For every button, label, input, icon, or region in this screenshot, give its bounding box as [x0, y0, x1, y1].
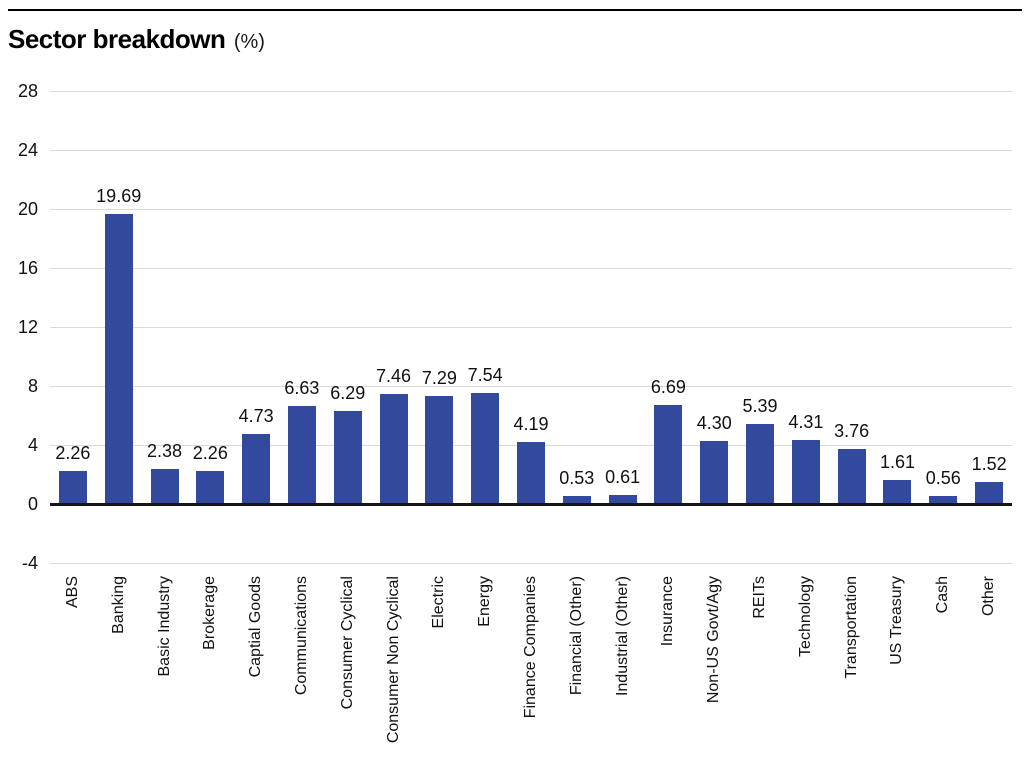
x-axis-category-label: Consumer Cyclical [338, 576, 356, 710]
bar [517, 442, 545, 504]
bar-value-label: 7.54 [467, 364, 503, 385]
gridline [50, 209, 1012, 210]
y-axis-tick-label: 28 [17, 81, 38, 101]
x-axis-category-label: REITs [751, 576, 769, 619]
bar-value-label: 2.26 [55, 442, 91, 463]
x-axis-category-label: Industrial (Other) [613, 576, 631, 697]
bar-value-label: 7.46 [376, 365, 412, 386]
bar [837, 448, 866, 504]
y-axis-tick-label: 12 [17, 317, 38, 337]
bar-value-label: 19.69 [96, 185, 142, 206]
y-axis-tick-label: 20 [17, 199, 38, 219]
chart-title-text: Sector breakdown [8, 24, 226, 54]
y-axis-tick-label: 8 [27, 376, 38, 396]
y-axis-tick-label: 4 [27, 435, 38, 455]
bar [242, 434, 271, 504]
bar [746, 424, 775, 504]
bar [196, 470, 225, 504]
gridline [50, 150, 1012, 151]
bar-value-label: 3.76 [834, 420, 870, 441]
bar-value-label: 2.26 [192, 442, 228, 463]
gridline [50, 91, 1012, 92]
bar-value-label: 4.19 [513, 414, 549, 435]
y-axis-tick-label: 24 [17, 140, 38, 160]
bar [333, 411, 362, 504]
bar-value-label: 0.53 [559, 468, 595, 489]
x-axis-category-label: US Treasury [888, 576, 906, 665]
bar-value-label: 7.29 [421, 368, 457, 389]
bar [150, 468, 179, 504]
bar-value-label: 0.61 [605, 467, 641, 487]
y-axis-tick-label: -4 [21, 553, 38, 573]
x-axis-category-label: ABS [63, 576, 81, 609]
x-axis-category-label: Captial Goods [247, 576, 265, 678]
x-axis-category-label: Financial (Other) [567, 576, 585, 696]
x-axis-category-label: Energy [476, 576, 494, 627]
bar [791, 440, 820, 504]
bar [654, 405, 683, 504]
bar-value-label: 4.30 [696, 412, 732, 433]
chart-title: Sector breakdown (%) [8, 24, 265, 55]
zero-axis-line [50, 503, 1012, 506]
x-axis-category-label: Transportation [842, 576, 860, 679]
bar [883, 480, 912, 504]
gridline [50, 268, 1012, 269]
bar [287, 406, 316, 504]
bar-value-label: 1.52 [971, 453, 1007, 474]
bar [562, 496, 591, 504]
bar-value-label: 1.61 [879, 452, 915, 473]
x-axis-category-label: Banking [109, 576, 127, 634]
bar [700, 440, 729, 504]
bar [975, 481, 1004, 504]
bar-value-label: 6.69 [650, 377, 686, 398]
x-axis-category-label: Finance Companies [522, 576, 539, 719]
x-axis-category-label: Brokerage [201, 576, 219, 650]
gridline [50, 563, 1012, 564]
top-divider-rule [8, 9, 1022, 11]
bar [379, 393, 408, 504]
bar [58, 470, 87, 504]
x-axis-category-label: Electric [430, 576, 448, 629]
bar-value-label: 4.31 [788, 412, 824, 433]
bar-value-label: 2.38 [146, 440, 183, 461]
y-axis-tick-label: 16 [17, 258, 38, 278]
bar-value-label: 0.56 [925, 467, 961, 488]
gridline [50, 386, 1012, 387]
gridline [50, 327, 1012, 328]
chart-title-unit: (%) [233, 31, 265, 53]
bar-value-label: 5.39 [742, 396, 778, 417]
bar-value-label: 4.73 [238, 406, 274, 427]
bar [471, 392, 500, 504]
x-axis-category-label: Non-US Govt/Agy [705, 576, 723, 704]
bar [425, 396, 454, 504]
x-axis-category-label: Cash [934, 576, 952, 614]
y-axis-tick-label: 0 [27, 494, 38, 514]
x-axis-category-label: Consumer Non Cyclical [384, 576, 402, 744]
x-axis-category-label: Basic Industry [155, 576, 173, 677]
bar-value-label: 6.29 [330, 383, 366, 404]
x-axis-category-label: Insurance [659, 576, 677, 647]
bar [929, 495, 958, 504]
bar [104, 213, 133, 504]
bar [608, 495, 637, 504]
x-axis-category-label: Technology [796, 576, 814, 657]
x-axis-category-label: Other [980, 576, 998, 617]
x-axis-category-label: Communications [292, 576, 310, 696]
bar-value-label: 6.63 [284, 378, 320, 399]
